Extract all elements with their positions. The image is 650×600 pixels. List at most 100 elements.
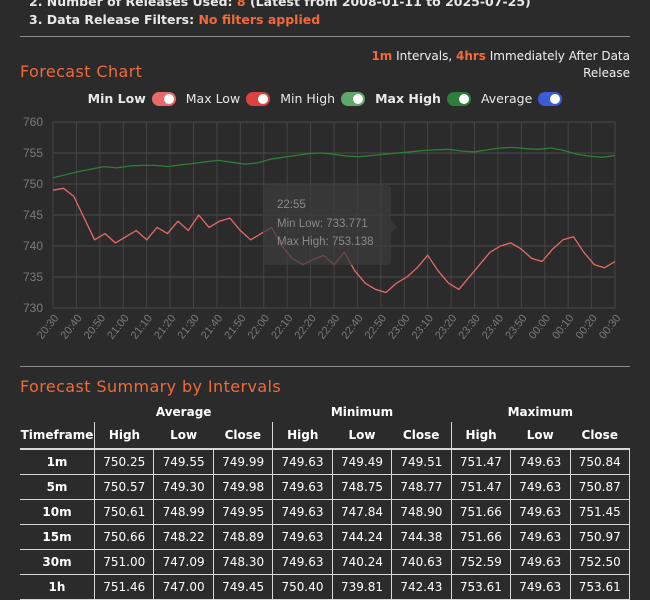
interval-text: Intervals, (396, 49, 453, 63)
sub-header: High (272, 422, 333, 450)
value-cell: 751.45 (569, 499, 630, 525)
sub-header: Close (391, 422, 452, 450)
value-cell: 749.63 (510, 448, 571, 475)
y-tick-label: 755 (23, 146, 43, 160)
value-cell: 742.43 (391, 574, 452, 600)
value-cell: 747.84 (331, 499, 393, 525)
value-cell: 753.61 (569, 574, 630, 600)
value-cell: 740.63 (391, 549, 452, 575)
toggle-icon[interactable] (538, 91, 563, 106)
sub-header: Low (332, 422, 392, 450)
value-cell: 744.24 (331, 524, 393, 550)
x-tick-label: 22:00 (246, 312, 272, 341)
sub-header: Low (510, 422, 570, 450)
chart-legend: Min Low Max Low Min High Max High Averag… (0, 91, 650, 106)
value-cell: 751.47 (450, 474, 512, 500)
value-cell: 740.24 (331, 549, 393, 575)
x-tick-label: 00:10 (550, 312, 576, 341)
x-tick-label: 23:40 (480, 312, 506, 341)
value-cell: 749.45 (212, 574, 274, 600)
top-divider (20, 36, 630, 37)
sub-header: Close (213, 422, 273, 450)
value-cell: 749.98 (212, 474, 274, 500)
group-header-minimum: Minimum (330, 405, 394, 419)
legend-max-high[interactable]: Max High (375, 91, 471, 106)
sub-header: Low (153, 422, 214, 450)
value-cell: 750.61 (93, 499, 155, 525)
legend-max-low[interactable]: Max Low (185, 91, 271, 106)
sub-header-row: Timeframe High Low Close High Low Close … (20, 422, 630, 450)
releases-used-label: 2. Number of Releases Used: (29, 0, 233, 9)
legend-min-high[interactable]: Min High (280, 91, 366, 106)
table-row: 5m 750.57 749.30 749.98 749.63 748.75 748.77 75… (20, 474, 630, 500)
forecast-line-chart[interactable]: 730 735 740 745 750 755 760 20:3020:4020:5021:0… (0, 110, 650, 365)
timeframe-header: Timeframe (20, 422, 95, 450)
value-cell: 749.63 (510, 499, 571, 525)
legend-label: Min Low (87, 91, 146, 106)
value-cell: 751.00 (93, 549, 155, 575)
value-cell: 750.87 (569, 474, 630, 500)
x-tick-label: 23:30 (456, 312, 482, 341)
group-header-average: Average (155, 405, 212, 419)
toggle-icon[interactable] (446, 91, 471, 106)
toggle-icon[interactable] (151, 91, 176, 106)
value-cell: 750.25 (93, 448, 155, 475)
tooltip-time: 22:55 (277, 199, 306, 211)
x-tick-label: 21:40 (199, 312, 225, 341)
legend-min-low[interactable]: Min Low (88, 91, 176, 106)
y-tick-label: 760 (23, 115, 43, 129)
value-cell: 749.63 (510, 574, 571, 600)
summary-body: 1m 750.25 749.55 749.99 749.63 749.49 749.51 75… (20, 448, 630, 600)
legend-average[interactable]: Average (481, 91, 563, 106)
x-tick-label: 21:30 (175, 312, 201, 341)
x-tick-label: 20:50 (82, 312, 108, 341)
value-cell: 750.57 (93, 474, 155, 500)
value-cell: 747.09 (153, 549, 214, 575)
releases-used-line: 2. Number of Releases Used: 8 (Latest fr… (29, 0, 531, 9)
value-cell: 749.63 (272, 448, 333, 475)
toggle-icon[interactable] (246, 91, 271, 106)
timeframe-cell: 5m (20, 474, 95, 500)
toggle-icon[interactable] (341, 91, 366, 106)
y-tick-label: 730 (23, 301, 43, 315)
value-cell: 749.63 (272, 549, 333, 575)
sub-header: High (93, 422, 154, 450)
filters-label: 3. Data Release Filters: (29, 12, 195, 27)
filters-value: No filters applied (198, 12, 321, 27)
group-header-row: Average Minimum Maximum (20, 402, 630, 422)
series-line-0 (52, 146, 616, 179)
window-value: 4hrs (455, 49, 486, 63)
table-row: 30m 751.00 747.09 748.30 749.63 740.24 740.63 7… (20, 549, 630, 575)
value-cell: 752.50 (569, 549, 630, 575)
timeframe-cell: 30m (20, 549, 95, 575)
y-tick-label: 750 (23, 177, 43, 191)
table-row: 1h 751.46 747.00 749.45 750.40 739.81 742.43 75… (20, 574, 630, 600)
tooltip-max-high: Max High: 753.138 (277, 236, 374, 248)
summary-title: Forecast Summary by Intervals (20, 377, 282, 396)
legend-label: Max Low (185, 91, 241, 106)
interval-note: 1m Intervals, 4hrs Immediately After Dat… (340, 48, 630, 82)
value-cell: 749.30 (153, 474, 214, 500)
middle-divider (20, 366, 630, 367)
value-cell: 751.47 (450, 448, 512, 475)
timeframe-spacer (20, 402, 95, 422)
value-cell: 744.38 (391, 524, 452, 550)
summary-table: Average Minimum Maximum Timeframe High L… (20, 402, 630, 600)
value-cell: 752.59 (450, 549, 512, 575)
window-text: Immediately After Data Release (489, 49, 630, 80)
chart-tooltip: 22:55 Min Low: 733.771 Max High: 753.138 (263, 185, 397, 265)
x-tick-label: 23:20 (433, 312, 459, 341)
x-tick-label: 22:10 (269, 312, 295, 341)
x-tick-label: 21:20 (152, 312, 178, 341)
value-cell: 753.61 (450, 574, 512, 600)
legend-label: Min High (280, 91, 336, 106)
value-cell: 749.63 (510, 549, 571, 575)
x-tick-label: 20:30 (35, 312, 61, 341)
timeframe-cell: 1m (20, 448, 95, 475)
timeframe-cell: 10m (20, 499, 95, 525)
releases-range: (Latest from 2008-01-11 to 2025-07-25) (249, 0, 531, 9)
value-cell: 751.46 (93, 574, 155, 600)
value-cell: 749.63 (510, 474, 571, 500)
forecast-chart-title: Forecast Chart (20, 62, 143, 81)
value-cell: 750.40 (272, 574, 333, 600)
